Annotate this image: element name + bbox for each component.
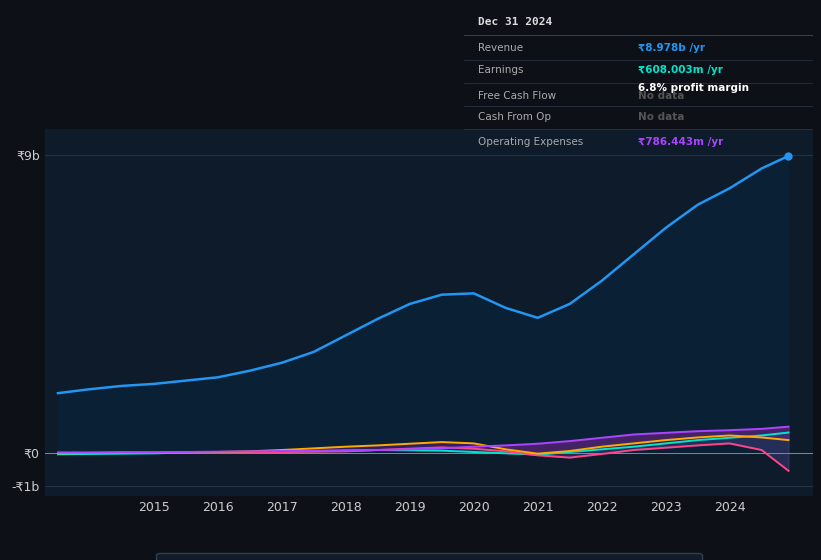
Text: ₹608.003m /yr: ₹608.003m /yr (639, 65, 723, 75)
Text: Dec 31 2024: Dec 31 2024 (478, 17, 552, 27)
Text: Earnings: Earnings (478, 65, 523, 75)
Text: No data: No data (639, 113, 685, 123)
Text: ₹786.443m /yr: ₹786.443m /yr (639, 137, 723, 147)
Text: ₹8.978b /yr: ₹8.978b /yr (639, 44, 705, 53)
Text: No data: No data (639, 91, 685, 101)
Text: 6.8% profit margin: 6.8% profit margin (639, 83, 750, 93)
Legend: Revenue, Earnings, Free Cash Flow, Cash From Op, Operating Expenses: Revenue, Earnings, Free Cash Flow, Cash … (156, 553, 702, 560)
Text: Free Cash Flow: Free Cash Flow (478, 91, 556, 101)
Text: Cash From Op: Cash From Op (478, 113, 551, 123)
Text: Operating Expenses: Operating Expenses (478, 137, 583, 147)
Text: Revenue: Revenue (478, 44, 523, 53)
